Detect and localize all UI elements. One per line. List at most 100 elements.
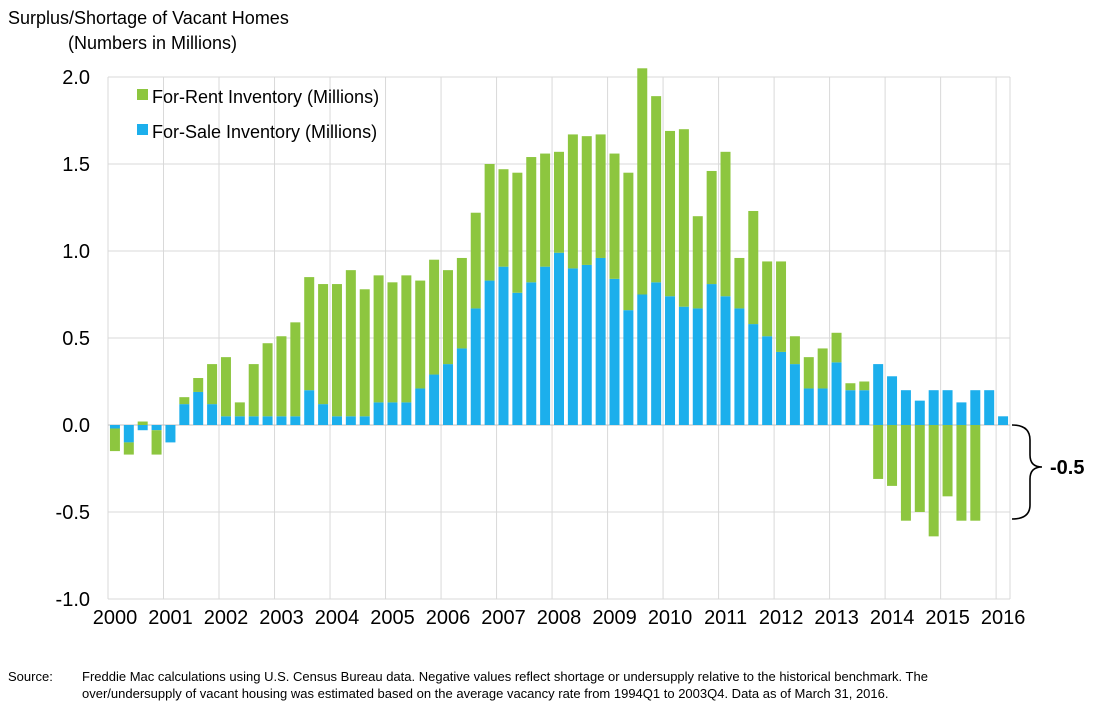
legend-swatch-sale — [137, 124, 148, 135]
x-tick-label: 2008 — [537, 607, 582, 629]
bar-rent — [290, 322, 301, 417]
bar-sale — [859, 390, 870, 425]
bracket-annotation: -0.5 — [1050, 457, 1084, 479]
bar-rent — [262, 343, 273, 417]
bar-sale — [207, 404, 218, 425]
y-tick-label: -1.0 — [56, 589, 90, 611]
x-tick-label: 2013 — [814, 607, 859, 629]
bar-rent — [803, 357, 814, 389]
bar-sale — [720, 296, 731, 425]
bar-sale — [484, 280, 495, 425]
bar-sale — [623, 310, 634, 425]
bar-sale — [956, 402, 967, 425]
bar-rent — [429, 259, 440, 375]
bar-rent — [526, 157, 537, 283]
bar-sale — [526, 282, 537, 425]
bar-sale — [845, 390, 856, 425]
bar-sale — [304, 390, 315, 425]
bar-sale — [262, 416, 273, 425]
bar-sale — [415, 388, 426, 425]
bar-rent — [873, 425, 884, 479]
x-tick-label: 2000 — [93, 607, 138, 629]
bar-sale — [373, 402, 384, 425]
bar-rent — [665, 130, 676, 297]
y-tick-label: 1.5 — [62, 154, 90, 176]
bar-sale — [609, 278, 620, 425]
bar-sale — [984, 390, 995, 425]
bar-sale — [803, 388, 814, 425]
bar-sale — [789, 364, 800, 425]
x-tick-label: 2015 — [925, 607, 970, 629]
bar-rent — [276, 336, 287, 417]
bar-rent — [331, 284, 342, 417]
bar-sale — [401, 402, 412, 425]
bar-sale — [637, 294, 648, 425]
bar-rent — [345, 270, 356, 417]
bar-chart: 2.0 1.5 1.0 0.5 0.0 -0.5 -1.0 2000 2001 2002 2003… — [56, 67, 1085, 629]
bar-sale — [442, 364, 453, 425]
bar-sale — [331, 416, 342, 425]
bar-sale — [359, 416, 370, 425]
bar-rent — [845, 383, 856, 391]
bar-rent — [387, 282, 398, 403]
bar-rent — [470, 212, 481, 309]
bar-sale — [678, 306, 689, 425]
bar-sale — [318, 404, 329, 425]
x-axis-ticks: 2000 2001 2002 2003 2004 2005 2006 2007 2008 2009… — [93, 607, 1026, 629]
bar-sale — [234, 416, 245, 425]
bar-rent — [609, 153, 620, 279]
bar-rent — [401, 275, 412, 403]
bar-sale — [137, 425, 148, 431]
bar-rent — [637, 68, 648, 295]
bar-sale — [151, 425, 162, 431]
bar-sale — [887, 376, 898, 425]
bar-sale — [998, 416, 1009, 425]
bar-rent — [956, 425, 967, 521]
bar-sale — [290, 416, 301, 425]
bar-rent — [692, 216, 703, 309]
bar-rent — [540, 153, 551, 267]
chart-title: Surplus/Shortage of Vacant Homes — [8, 8, 289, 28]
bar-sale — [387, 402, 398, 425]
bar-sale — [762, 336, 773, 425]
bar-rent — [651, 96, 662, 283]
bar-rent — [914, 425, 925, 512]
bar-sale — [873, 364, 884, 425]
bar-sale — [345, 416, 356, 425]
bar-rent — [595, 134, 606, 258]
bar-rent — [220, 357, 231, 417]
bar-sale — [248, 416, 259, 425]
bar-rent — [318, 284, 329, 405]
bar-sale — [581, 264, 592, 425]
bar-sale — [193, 391, 204, 425]
bar-rent — [762, 261, 773, 337]
x-tick-label: 2005 — [370, 607, 415, 629]
bar-rent — [179, 397, 190, 405]
bar-sale — [595, 257, 606, 425]
bar-rent — [415, 280, 426, 389]
bar-sale — [456, 348, 467, 425]
bar-rent — [831, 332, 842, 363]
bar-sale — [276, 416, 287, 425]
bar-rent — [942, 425, 953, 497]
bar-rent — [900, 425, 911, 521]
bar-rent — [193, 378, 204, 392]
x-tick-label: 2001 — [148, 607, 193, 629]
bar-rent — [554, 151, 564, 253]
bar-rent — [734, 257, 745, 309]
bar-rent — [817, 348, 828, 389]
bar-rent — [581, 136, 592, 265]
bar-sale — [734, 308, 745, 425]
bar-rent — [748, 210, 759, 325]
bar-rent — [859, 381, 870, 391]
bracket-line — [1011, 424, 1043, 520]
legend-swatch-rent — [137, 89, 148, 100]
bar-sale — [512, 292, 523, 425]
bar-sale — [970, 390, 981, 425]
bar-rent — [720, 151, 731, 297]
bar-sale — [554, 252, 564, 425]
bar-rent — [567, 134, 578, 269]
bar-sale — [429, 374, 440, 425]
bar-rent — [373, 275, 384, 403]
y-tick-label: 1.0 — [62, 241, 90, 263]
